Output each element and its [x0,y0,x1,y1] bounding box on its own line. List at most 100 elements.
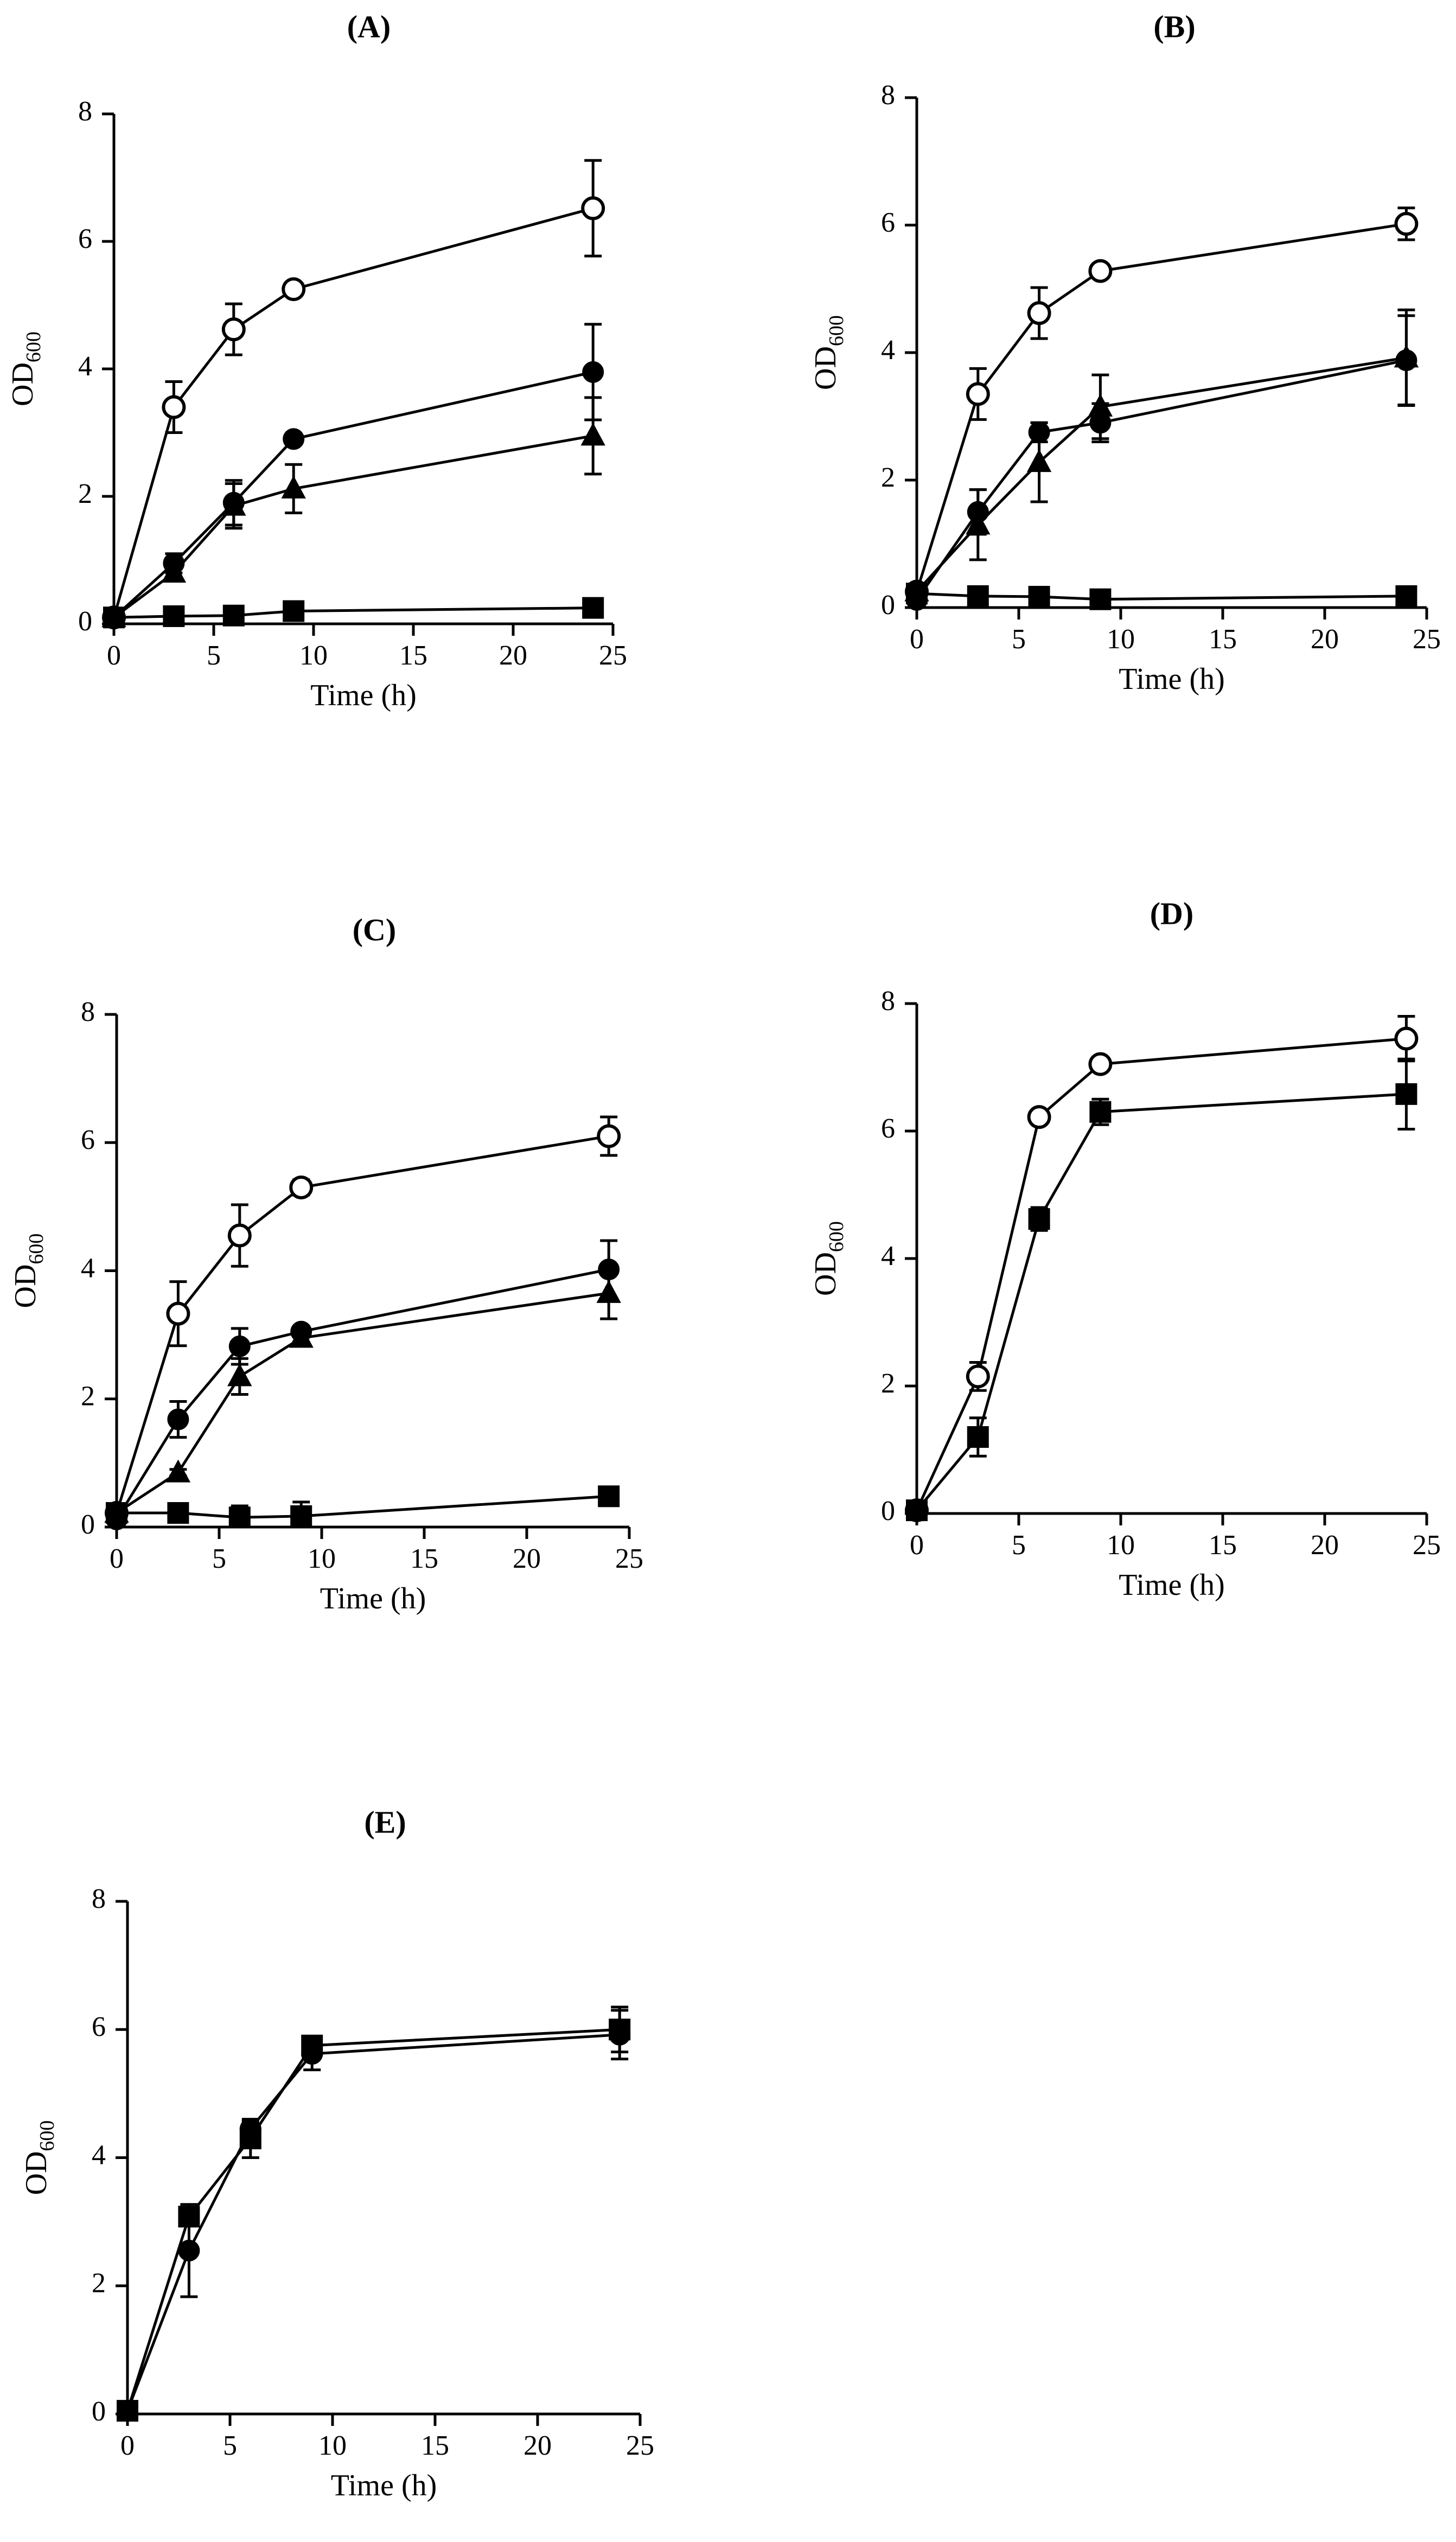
y-axis-label-subscript: 600 [825,315,848,346]
y-tick-label: 4 [881,1241,895,1272]
data-point-filled-square [1028,1208,1050,1230]
y-axis-label-main: OD [809,346,842,390]
y-tick-label: 0 [81,1509,95,1540]
x-axis-label: Time (h) [310,679,417,712]
data-point-open-circle [1027,301,1051,325]
x-tick-label: 20 [1311,1530,1339,1561]
data-point-filled-square [1395,585,1417,607]
y-tick-label: 4 [92,2139,106,2170]
series-line-filled-square [113,606,593,619]
data-point-filled-triangle [161,559,187,583]
series-line-filled-triangle [113,434,593,619]
data-point-filled-circle [301,2043,323,2065]
data-point-filled-circle [117,2400,138,2422]
y-axis-label-main: OD [20,2151,53,2195]
x-tick-label: 20 [1311,624,1339,655]
data-point-filled-circle [609,2023,631,2046]
x-axis-label: Time (h) [320,1582,426,1615]
data-point-filled-square [283,600,305,622]
y-tick-label: 6 [881,1113,895,1144]
x-axis-label: Time (h) [331,2469,437,2502]
series-line-filled-circle [126,2033,620,2411]
y-axis-label-subscript: 600 [22,331,45,362]
data-point-open-circle [227,1223,252,1248]
y-axis-label: OD600 [9,1234,48,1308]
panel-title: (D) [1150,896,1194,931]
x-tick-label: 15 [1209,624,1237,655]
y-axis-label-subscript: 600 [36,2121,59,2151]
data-point-filled-square [1395,1083,1417,1105]
data-point-filled-circle [1028,421,1050,443]
x-tick-label: 25 [615,1543,643,1574]
y-tick-label: 0 [92,2396,106,2427]
x-tick-label: 15 [421,2430,449,2461]
x-tick-label: 25 [626,2430,654,2461]
y-tick-label: 4 [881,335,895,366]
data-point-open-circle [597,1124,621,1148]
y-tick-label: 0 [881,1496,895,1527]
y-tick-label: 6 [78,223,92,254]
x-axis-label: Time (h) [1119,662,1225,696]
data-point-filled-square [228,1506,251,1529]
panel-title: (B) [1153,9,1195,44]
data-point-filled-square [967,1426,989,1448]
x-tick-label: 25 [599,640,627,671]
y-tick-label: 6 [92,2011,106,2042]
x-tick-label: 0 [910,624,924,655]
data-point-filled-square [163,605,185,627]
data-point-filled-triangle [966,512,991,535]
series-line-open-circle [115,1134,609,1513]
x-axis-label: Time (h) [1119,1568,1225,1602]
data-point-filled-triangle [596,1280,621,1303]
data-point-filled-triangle [580,423,605,446]
data-point-open-circle [581,196,605,220]
data-point-filled-circle [239,2118,261,2140]
x-tick-label: 10 [1107,1530,1135,1561]
data-point-filled-square [222,604,245,627]
y-tick-label: 2 [81,1381,95,1412]
data-point-filled-square [582,597,604,619]
x-tick-label: 0 [110,1543,124,1574]
x-tick-label: 15 [1209,1530,1237,1561]
data-point-filled-triangle [165,1459,191,1483]
y-axis-label-main: OD [9,1264,42,1308]
data-point-filled-triangle [1088,393,1113,417]
y-tick-label: 6 [81,1125,95,1155]
data-point-filled-triangle [289,1325,314,1348]
x-tick-label: 0 [107,640,121,671]
x-tick-label: 25 [1413,1530,1441,1561]
data-point-open-circle [1088,259,1113,283]
data-point-open-circle [966,1364,990,1389]
y-axis-label: OD600 [809,315,848,390]
data-point-filled-circle [283,428,305,450]
data-point-filled-square [106,1502,127,1524]
x-tick-label: 15 [399,640,427,671]
data-point-open-circle [966,382,990,406]
y-tick-label: 2 [92,2268,106,2299]
y-tick-label: 6 [881,207,895,238]
data-point-filled-circle [178,2239,200,2262]
data-point-filled-square [967,585,989,607]
series-line-filled-square [916,1093,1407,1511]
y-tick-label: 8 [81,997,95,1027]
series-line-open-circle [112,207,593,618]
series-line-open-circle [915,222,1407,592]
data-point-filled-triangle [281,475,306,499]
panel-title: (E) [364,1804,406,1840]
y-tick-label: 4 [78,351,92,382]
y-axis-label: OD600 [809,1221,848,1296]
chart-panel-a: (A) 0 5 10 15 20 25 0 2 4 6 8 Time (h) OD600 [6,9,627,712]
data-point-open-circle [162,395,186,419]
data-point-open-circle [1088,1052,1113,1076]
data-point-open-circle [166,1301,190,1326]
x-tick-label: 5 [212,1543,226,1574]
data-point-filled-square [598,1485,620,1508]
x-tick-label: 5 [207,640,221,671]
data-point-filled-triangle [227,1363,252,1387]
panel-title: (A) [347,9,391,44]
data-point-filled-circle [598,1259,620,1281]
x-tick-label: 5 [1012,624,1026,655]
y-axis-label-subscript: 600 [825,1221,848,1252]
data-point-filled-square [906,1499,928,1522]
x-tick-label: 20 [523,2430,552,2461]
